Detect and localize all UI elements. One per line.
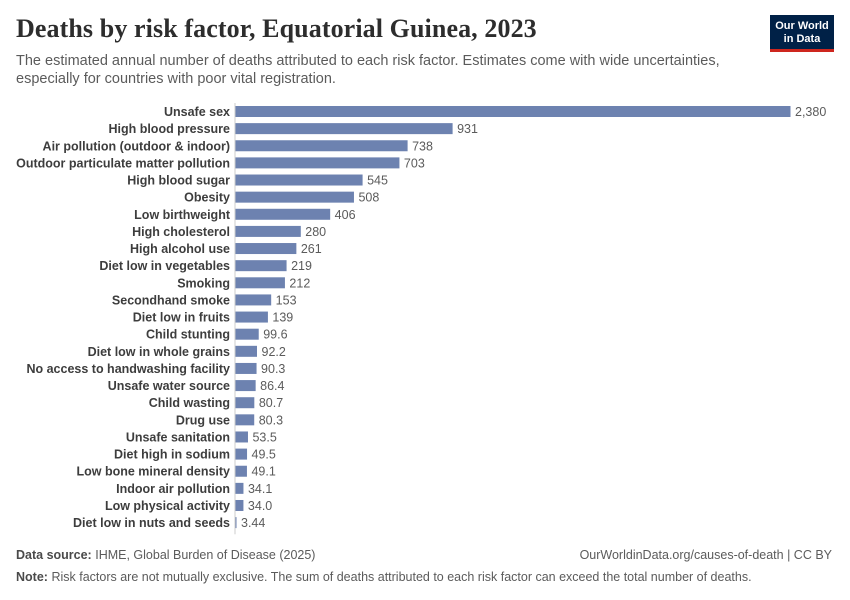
value-label: 153: [276, 293, 297, 307]
source-label: Data source:: [16, 548, 92, 562]
value-label: 90.3: [261, 362, 285, 376]
bar[interactable]: [235, 465, 247, 477]
value-label: 261: [301, 242, 322, 256]
bar[interactable]: [235, 345, 258, 357]
category-label: Low bone mineral density: [77, 465, 231, 479]
note-label: Note:: [16, 570, 48, 584]
value-label: 86.4: [260, 379, 284, 393]
bar[interactable]: [235, 362, 257, 374]
source-text: IHME, Global Burden of Disease (2025): [95, 548, 316, 562]
value-label: 2,380: [795, 105, 826, 119]
bar[interactable]: [235, 499, 244, 511]
bar[interactable]: [235, 414, 255, 426]
category-label: Secondhand smoke: [112, 293, 230, 307]
value-label: 738: [412, 139, 433, 153]
value-label: 406: [335, 208, 356, 222]
bar[interactable]: [235, 123, 453, 135]
value-label: 53.5: [252, 430, 276, 444]
bar[interactable]: [235, 157, 400, 169]
chart-subtitle: The estimated annual number of deaths at…: [16, 53, 720, 87]
value-label: 280: [305, 225, 326, 239]
category-label: Child stunting: [146, 328, 230, 342]
category-label: Unsafe sanitation: [126, 430, 230, 444]
category-label: Outdoor particulate matter pollution: [16, 156, 230, 170]
bar[interactable]: [235, 380, 256, 392]
bar[interactable]: [235, 260, 287, 272]
note-text: Risk factors are not mutually exclusive.…: [51, 570, 752, 584]
value-label: 212: [289, 276, 310, 290]
value-label: 545: [367, 174, 388, 188]
bar[interactable]: [235, 243, 297, 255]
bar[interactable]: [235, 328, 259, 340]
bar[interactable]: [235, 174, 363, 186]
bar[interactable]: [235, 277, 285, 289]
chart-title: Deaths by risk factor, Equatorial Guinea…: [16, 14, 537, 43]
bar[interactable]: [235, 311, 268, 323]
category-label: No access to handwashing facility: [26, 362, 230, 376]
category-label: Air pollution (outdoor & indoor): [43, 139, 230, 153]
bar[interactable]: [235, 208, 331, 220]
value-label: 49.5: [252, 448, 276, 462]
value-label: 49.1: [251, 465, 275, 479]
category-label: Child wasting: [149, 396, 230, 410]
category-label: Diet low in fruits: [133, 311, 230, 325]
value-label: 3.44: [241, 516, 265, 530]
value-label: 508: [358, 191, 379, 205]
category-label: Unsafe water source: [108, 379, 230, 393]
category-label: High blood sugar: [127, 174, 230, 188]
category-label: Drug use: [176, 413, 230, 427]
value-label: 703: [404, 156, 425, 170]
value-label: 34.0: [248, 499, 272, 513]
bar[interactable]: [235, 482, 244, 494]
category-label: Diet low in vegetables: [99, 259, 230, 273]
url-license-link[interactable]: OurWorldinData.org/causes-of-death | CC …: [579, 548, 832, 562]
data-source: Data source: IHME, Global Burden of Dise…: [16, 548, 315, 562]
bar[interactable]: [235, 225, 301, 237]
category-label: Diet high in sodium: [114, 448, 230, 462]
category-label: Diet low in whole grains: [88, 345, 230, 359]
logo-line-1: Our World: [775, 20, 829, 32]
category-label: Smoking: [177, 276, 230, 290]
bar[interactable]: [235, 106, 791, 117]
value-label: 99.6: [263, 328, 287, 342]
category-label: High alcohol use: [130, 242, 230, 256]
bar[interactable]: [235, 191, 354, 203]
logo-line-2: in Data: [783, 33, 821, 45]
value-label: 931: [457, 122, 478, 136]
value-label: 139: [272, 311, 293, 325]
bar[interactable]: [235, 517, 237, 529]
value-label: 219: [291, 259, 312, 273]
category-label: Low birthweight: [134, 208, 231, 222]
bar[interactable]: [235, 140, 408, 152]
value-label: 92.2: [262, 345, 286, 359]
value-label: 34.1: [248, 482, 272, 496]
category-label: Indoor air pollution: [116, 482, 230, 496]
category-label: Diet low in nuts and seeds: [73, 516, 230, 530]
value-label: 80.3: [259, 413, 283, 427]
bar[interactable]: [235, 294, 272, 306]
category-label: Obesity: [184, 191, 230, 205]
category-label: High cholesterol: [132, 225, 230, 239]
value-label: 80.7: [259, 396, 283, 410]
category-label: Unsafe sex: [164, 105, 230, 119]
bar-chart: Unsafe sex 2,380 High blood pressure 931 Air…: [16, 103, 826, 535]
bar[interactable]: [235, 397, 255, 409]
category-label: Low physical activity: [105, 499, 230, 513]
owid-logo[interactable]: Our World in Data: [770, 15, 834, 52]
category-label: High blood pressure: [108, 122, 230, 136]
bar[interactable]: [235, 431, 248, 443]
footnote: Note: Risk factors are not mutually excl…: [16, 570, 752, 584]
bar[interactable]: [235, 448, 248, 460]
